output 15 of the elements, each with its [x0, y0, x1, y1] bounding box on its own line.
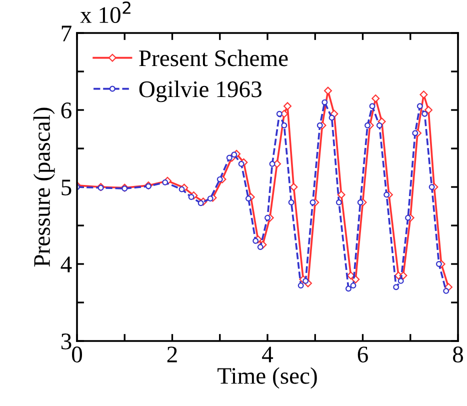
x-tick-label: 8: [452, 346, 464, 362]
x-tick-label: 6: [358, 346, 368, 362]
x-axis-title: Time (sec): [218, 367, 317, 389]
legend-label: Present Scheme: [139, 50, 288, 66]
y-tick-label: 4: [60, 256, 72, 272]
legend-label: Ogilvie 1963: [139, 80, 262, 102]
text: x 10$^{2}$: [80, 1, 130, 24]
y-tick-label: 7: [62, 26, 72, 42]
y-tick-label: 3: [61, 334, 72, 350]
y-tick-label: 6: [61, 102, 72, 118]
x-tick-label: 4: [262, 346, 274, 362]
y-axis-title: Pressure (pascal): [33, 108, 55, 267]
y-tick-label: 5: [62, 180, 72, 196]
x-tick-label: 2: [167, 346, 177, 362]
x-tick-label: 0: [72, 346, 82, 362]
